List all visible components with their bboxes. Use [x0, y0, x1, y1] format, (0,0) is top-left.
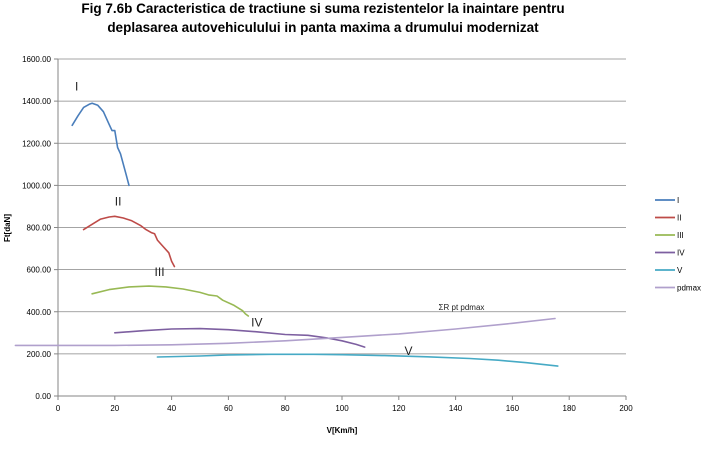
x-tick-label-20: 20 [110, 404, 119, 413]
chart-title-line-2: deplasarea autovehiculului in panta maxi… [107, 20, 539, 35]
x-tick-labels: 0 20 40 60 80 100 120 140 160 180 200 [56, 396, 633, 413]
chart-title: Fig 7.6b Caracteristica de tractiune si … [81, 1, 564, 35]
series-lines [14, 102, 559, 367]
y-tick-label-200-00: 200.00 [27, 350, 52, 359]
y-tick-label-400-00: 400.00 [27, 308, 52, 317]
x-tick-label-140: 140 [449, 404, 463, 413]
legend-label-ii: II [677, 214, 681, 223]
legend-label-v: V [677, 266, 683, 275]
x-tick-label-40: 40 [167, 404, 176, 413]
series-line-iii [91, 285, 250, 317]
y-tick-label-1000-00: 1000.00 [22, 181, 51, 190]
series-line-pdmax [14, 317, 556, 347]
gridlines [58, 58, 626, 355]
series-line-iv [114, 327, 366, 348]
curve-label-iv: IV [251, 315, 262, 329]
x-tick-label-0: 0 [56, 404, 61, 413]
legend-label-iv: IV [677, 249, 685, 258]
x-tick-label-100: 100 [335, 404, 349, 413]
series-line-v [156, 353, 559, 367]
x-tick-label-80: 80 [281, 404, 290, 413]
y-tick-labels: 0.00 200.00 400.00 600.00 800.00 1000.00 1200.… [22, 55, 58, 401]
x-axis-label: V[Km/h] [327, 426, 358, 435]
legend-label-i: I [677, 196, 679, 205]
series-line-ii [82, 215, 176, 268]
y-tick-label-1400-00: 1400.00 [22, 97, 51, 106]
legend-label-pdmax: pdmax [677, 284, 701, 293]
curve-label-i: I [75, 80, 78, 94]
y-tick-label-800-00: 800.00 [27, 224, 52, 233]
x-tick-label-160: 160 [506, 404, 520, 413]
curve-label-pdmax: ΣR pt pdmax [439, 303, 485, 312]
series-line-i [71, 102, 130, 187]
chart-title-line-1: Fig 7.6b Caracteristica de tractiune si … [81, 1, 564, 16]
curve-label-v: V [404, 344, 412, 358]
legend-label-iii: III [677, 231, 684, 240]
x-tick-label-60: 60 [224, 404, 233, 413]
x-tick-label-200: 200 [619, 404, 633, 413]
x-tick-label-180: 180 [563, 404, 577, 413]
y-tick-label-1200-00: 1200.00 [22, 139, 51, 148]
curve-label-ii: II [115, 194, 122, 208]
x-tick-label-120: 120 [392, 404, 406, 413]
y-tick-label-1600-00: 1600.00 [22, 55, 51, 64]
y-axis-label: Ft[daN] [3, 214, 12, 242]
curve-label-iii: III [155, 265, 165, 279]
y-tick-label-0-00: 0.00 [35, 392, 51, 401]
y-tick-label-600-00: 600.00 [27, 266, 52, 275]
